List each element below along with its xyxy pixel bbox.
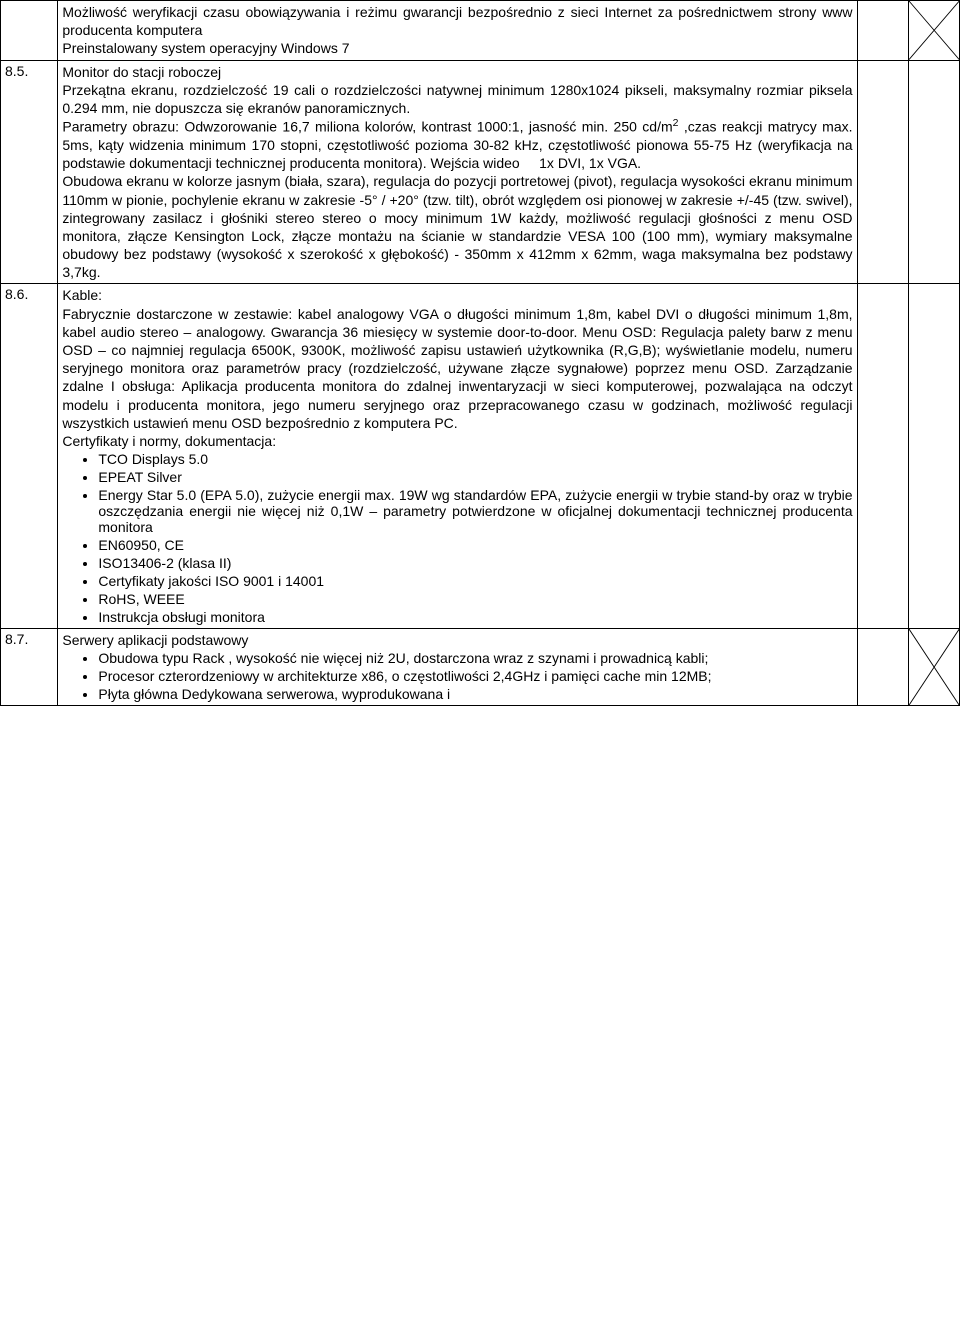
paragraph: Możliwość weryfikacji czasu obowiązywani…: [62, 3, 852, 39]
check-cell-2: [908, 60, 959, 284]
table-row: Możliwość weryfikacji czasu obowiązywani…: [1, 1, 960, 61]
list-item: Płyta główna Dedykowana serwerowa, wypro…: [98, 685, 852, 703]
list-item: EN60950, CE: [98, 536, 852, 554]
paragraph: Preinstalowany system operacyjny Windows…: [62, 39, 852, 57]
paragraph: Certyfikaty i normy, dokumentacja:: [62, 432, 852, 450]
list-item: Instrukcja obsługi monitora: [98, 608, 852, 626]
table-row: 8.7. Serwery aplikacji podstawowy Obudow…: [1, 629, 960, 706]
paragraph: Fabrycznie dostarczone w zestawie: kabel…: [62, 305, 852, 432]
list-item: Energy Star 5.0 (EPA 5.0), zużycie energ…: [98, 486, 852, 536]
check-cell-1: [857, 60, 908, 284]
row-number: 8.7.: [1, 629, 58, 706]
spec-table: Możliwość weryfikacji czasu obowiązywani…: [0, 0, 960, 706]
check-cell-1: [857, 284, 908, 629]
row-number: [1, 1, 58, 61]
list-item: Certyfikaty jakości ISO 9001 i 14001: [98, 572, 852, 590]
list-item: ISO13406-2 (klasa II): [98, 554, 852, 572]
list-item: Obudowa typu Rack , wysokość nie więcej …: [98, 649, 852, 667]
row-content: Kable: Fabrycznie dostarczone w zestawie…: [58, 284, 857, 629]
bullet-list: Obudowa typu Rack , wysokość nie więcej …: [62, 649, 852, 703]
row-number: 8.5.: [1, 60, 58, 284]
check-cell-2: [908, 629, 959, 706]
paragraph: Parametry obrazu: Odwzorowanie 16,7 mili…: [62, 117, 852, 172]
intro-line: Kable:: [62, 286, 852, 304]
list-item: EPEAT Silver: [98, 468, 852, 486]
table-row: 8.5. Monitor do stacji roboczej Przekątn…: [1, 60, 960, 284]
check-cell-2: [908, 284, 959, 629]
paragraph: Obudowa ekranu w kolorze jasnym (biała, …: [62, 172, 852, 281]
row-number: 8.6.: [1, 284, 58, 629]
row-content: Monitor do stacji roboczej Przekątna ekr…: [58, 60, 857, 284]
list-item: RoHS, WEEE: [98, 590, 852, 608]
row-content: Serwery aplikacji podstawowy Obudowa typ…: [58, 629, 857, 706]
table-row: 8.6. Kable: Fabrycznie dostarczone w zes…: [1, 284, 960, 629]
paragraph: Monitor do stacji roboczej: [62, 63, 852, 81]
cross-icon: [909, 629, 959, 705]
check-cell-2: [908, 1, 959, 61]
row-content: Możliwość weryfikacji czasu obowiązywani…: [58, 1, 857, 61]
paragraph: Przekątna ekranu, rozdzielczość 19 cali …: [62, 81, 852, 117]
cross-icon: [909, 1, 959, 60]
list-item: TCO Displays 5.0: [98, 450, 852, 468]
list-item: Procesor czterordzeniowy w architekturze…: [98, 667, 852, 685]
superscript: 2: [673, 117, 679, 129]
check-cell-1: [857, 1, 908, 61]
check-cell-1: [857, 629, 908, 706]
intro-line: Serwery aplikacji podstawowy: [62, 631, 852, 649]
bullet-list: TCO Displays 5.0 EPEAT Silver Energy Sta…: [62, 450, 852, 626]
